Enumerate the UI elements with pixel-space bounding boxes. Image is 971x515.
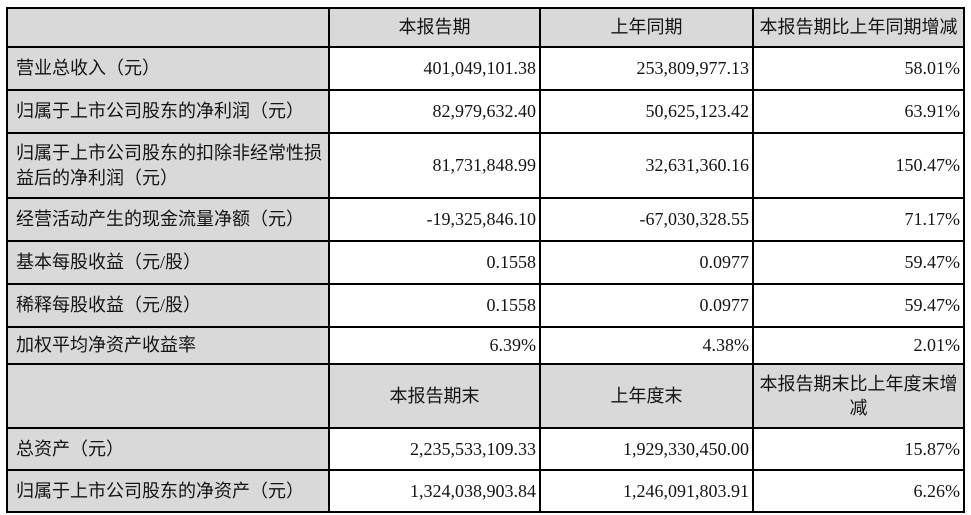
period-header-row: 本报告期 上年同期 本报告期比上年同期增减	[6, 7, 965, 48]
change-value: 58.01%	[752, 46, 965, 91]
change-value: 150.47%	[752, 132, 965, 199]
current-value: 0.1558	[328, 283, 541, 328]
metric-label: 稀释每股收益（元/股）	[6, 283, 330, 328]
current-period-header: 本报告期	[328, 7, 541, 48]
metric-label: 营业总收入（元）	[6, 46, 330, 91]
metric-header-cell	[6, 7, 330, 48]
change-value: 59.47%	[752, 283, 965, 328]
change-value: 2.01%	[752, 326, 965, 365]
table-row: 加权平均净资产收益率 6.39% 4.38% 2.01%	[6, 326, 965, 365]
prior-value: 1,929,330,450.00	[539, 427, 754, 471]
table-row: 经营活动产生的现金流量净额（元） -19,325,846.10 -67,030,…	[6, 197, 965, 242]
key-financials-table: 本报告期 上年同期 本报告期比上年同期增减 营业总收入（元） 401,049,1…	[6, 7, 965, 513]
metric-label: 经营活动产生的现金流量净额（元）	[6, 197, 330, 242]
change-value: 59.47%	[752, 240, 965, 285]
period-change-header: 本报告期比上年同期增减	[752, 7, 965, 48]
change-value: 71.17%	[752, 197, 965, 242]
prior-value: 4.38%	[539, 326, 754, 365]
period-end-header: 本报告期末	[328, 363, 541, 429]
metric-label: 总资产（元）	[6, 427, 330, 471]
metric-label: 归属于上市公司股东的净资产（元）	[6, 469, 330, 513]
yearend-change-header: 本报告期末比上年度末增减	[752, 363, 965, 429]
current-value: 401,049,101.38	[328, 46, 541, 91]
table-row: 总资产（元） 2,235,533,109.33 1,929,330,450.00…	[6, 427, 965, 471]
table-row: 稀释每股收益（元/股） 0.1558 0.0977 59.47%	[6, 283, 965, 328]
prior-period-header: 上年同期	[539, 7, 754, 48]
prior-value: 32,631,360.16	[539, 132, 754, 199]
prior-value: 253,809,977.13	[539, 46, 754, 91]
metric-header-cell	[6, 363, 330, 429]
yearend-header-row: 本报告期末 上年度末 本报告期末比上年度末增减	[6, 363, 965, 429]
table-row: 归属于上市公司股东的净资产（元） 1,324,038,903.84 1,246,…	[6, 469, 965, 513]
metric-label: 归属于上市公司股东的净利润（元）	[6, 89, 330, 134]
change-value: 6.26%	[752, 469, 965, 513]
current-value: 6.39%	[328, 326, 541, 365]
table-row: 营业总收入（元） 401,049,101.38 253,809,977.13 5…	[6, 46, 965, 91]
metric-label: 加权平均净资产收益率	[6, 326, 330, 365]
current-value: 82,979,632.40	[328, 89, 541, 134]
current-value: -19,325,846.10	[328, 197, 541, 242]
current-value: 0.1558	[328, 240, 541, 285]
table-row: 归属于上市公司股东的净利润（元） 82,979,632.40 50,625,12…	[6, 89, 965, 134]
metric-label: 归属于上市公司股东的扣除非经常性损益后的净利润（元）	[6, 132, 330, 199]
table-row: 基本每股收益（元/股） 0.1558 0.0977 59.47%	[6, 240, 965, 285]
prior-value: -67,030,328.55	[539, 197, 754, 242]
prior-value: 0.0977	[539, 240, 754, 285]
table-row: 归属于上市公司股东的扣除非经常性损益后的净利润（元） 81,731,848.99…	[6, 132, 965, 199]
current-value: 2,235,533,109.33	[328, 427, 541, 471]
prior-value: 1,246,091,803.91	[539, 469, 754, 513]
current-value: 81,731,848.99	[328, 132, 541, 199]
change-value: 63.91%	[752, 89, 965, 134]
current-value: 1,324,038,903.84	[328, 469, 541, 513]
metric-label: 基本每股收益（元/股）	[6, 240, 330, 285]
change-value: 15.87%	[752, 427, 965, 471]
prior-yearend-header: 上年度末	[539, 363, 754, 429]
prior-value: 50,625,123.42	[539, 89, 754, 134]
prior-value: 0.0977	[539, 283, 754, 328]
